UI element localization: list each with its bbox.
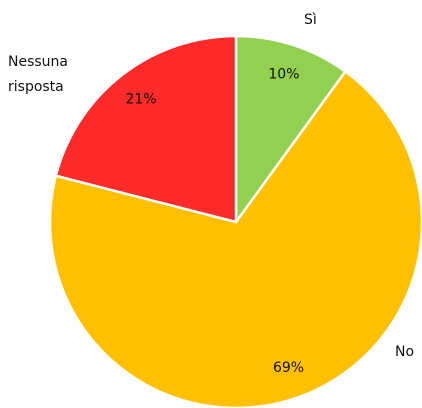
pie-slice (54, 34, 238, 224)
category-label: Nessuna risposta (8, 54, 68, 95)
value-label: 69% (273, 360, 304, 376)
value-label: 21% (125, 92, 156, 108)
category-label: No (395, 344, 415, 360)
pie-slice (48, 69, 422, 408)
pie-slice (234, 34, 348, 226)
value-label: 10% (268, 67, 299, 83)
category-label: Sì (304, 12, 317, 28)
